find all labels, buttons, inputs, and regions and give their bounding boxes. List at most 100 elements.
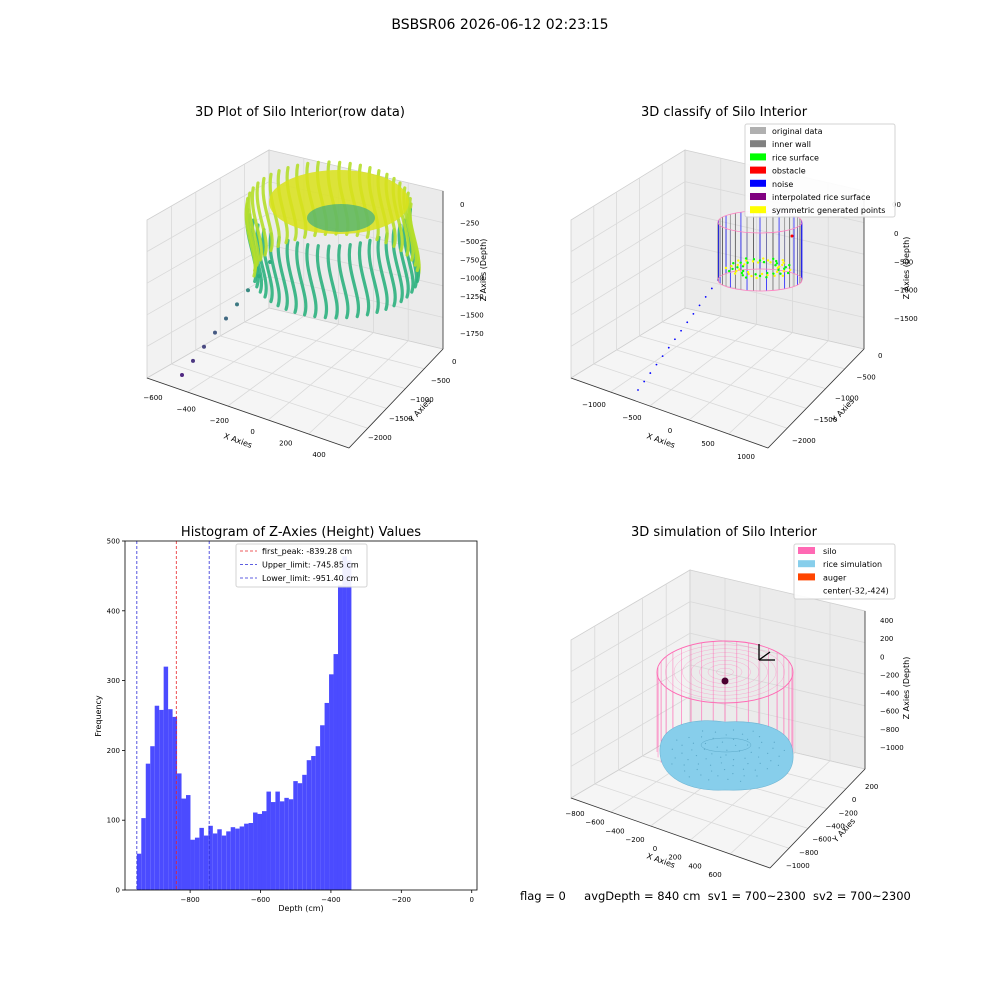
raw-point-loop [397,223,410,299]
rice-mesh-point [695,754,698,757]
histogram-bar [136,853,142,890]
rice-surface-point [750,274,753,278]
histogram-bar [293,781,298,890]
legend-frame [235,543,368,588]
floor-gridline [267,332,374,421]
x-tick-label: 0 [668,427,672,435]
raw-point-loop [261,227,274,304]
y-tick-label: −600 [812,836,831,844]
rice-surface-point [730,264,733,268]
z-tick-label: 0 [880,653,884,661]
rice-surface-point [782,270,785,273]
histogram-bar [297,783,303,890]
silo-top-grid [665,644,785,700]
noise-point [661,355,664,358]
x-tick-label: 400 [688,862,701,870]
wall-gridline [684,276,865,318]
noise-point [667,346,670,349]
wall-gridline [146,276,270,347]
z-tick-label: −750 [460,256,479,264]
histogram-bar [208,825,213,890]
z-tick-label: −600 [880,708,899,716]
floor-gridline [187,315,305,393]
rice-mesh-point [746,744,749,746]
floor-gridline [220,335,406,389]
floor-gridline [639,335,826,389]
z-tick-label: 400 [880,617,893,625]
histogram-bar [154,705,160,890]
floor-gridline [594,783,790,849]
rice-mesh-point [688,736,690,739]
legend-swatch [750,206,766,214]
histogram-legend: first_peak: -839.28 cm Upper_limit: -745.… [235,543,368,588]
raw-point-loop [407,196,421,273]
floor-gridline [610,315,722,393]
legend-swatch [750,166,766,174]
histogram-bar [266,791,271,890]
rice-surface-point [743,263,746,266]
histogram-bar [239,826,245,890]
wall-gridline [689,632,866,675]
legend-swatch [750,193,766,200]
rice-surface-point [766,271,769,275]
silo-bottom-ring [717,268,803,292]
rice-surface-point [760,272,764,276]
rice-surface-point [732,262,735,265]
rice-mesh-point [761,741,763,743]
rice-mesh-point [700,774,702,776]
rice-mesh-point [754,769,756,771]
noise-point [698,304,701,307]
figure-suptitle: BSBSR06 2026-06-12 02:23:15 [391,17,609,33]
raw-point-loop [391,227,404,304]
x-tick-label: 500 [701,440,714,448]
x-tick-label: −1000 [582,401,606,409]
classify-3d-plot: 3D classify of Silo Interior −1000 −500 0 50… [570,105,918,461]
wall-gridline [689,664,866,707]
y-tick-label: −500 [431,377,450,385]
floor-gridline [728,340,829,435]
y-tick-label: −400 [826,823,845,831]
rice-mesh-point [676,739,678,741]
x-tick-label: −800 [565,810,584,818]
x-tick-label: 0 [250,428,254,436]
histogram-bar [221,835,227,890]
z-tick-label: −1750 [460,330,484,338]
silo-top-grid [673,648,777,696]
rice-surface-point [777,265,781,268]
histogram-frame [124,540,478,891]
x-tick-label: 200 [279,440,292,448]
rice-mesh-point [770,760,772,762]
rice-mesh-point [671,748,673,750]
noise-point [643,380,646,383]
rice-mesh-point [700,736,703,738]
histogram-bar [163,666,169,890]
legend-swatch [750,179,766,187]
z-tick-label: −250 [460,219,479,227]
raw-point-loop [337,244,350,320]
raw-point-loop [315,244,329,320]
y-axis-label: Y Axies [830,817,857,845]
rice-mesh-point [683,764,685,766]
y-axis-line [348,348,444,449]
histogram-bar [186,795,191,890]
rice-surface-point [765,276,768,279]
wall-gridline [689,601,866,643]
histogram-bar [329,674,334,890]
z-tick-label: −1500 [460,312,484,320]
z-tick-label: −500 [460,238,479,246]
raw-point-loop [305,242,318,319]
rice-surface-point [727,269,731,273]
rice-mesh-point [691,749,693,751]
silo-top-grid [682,652,768,692]
rice-surface-point [766,259,770,262]
y-axis-line [767,348,865,449]
y-tick-label: −2000 [792,437,816,445]
legend-label: inner wall [772,140,811,149]
rice-mesh-point [757,756,760,758]
histogram-bar [248,822,254,890]
rice-surface-point [744,276,748,279]
legend-swatch [798,547,815,554]
x-axis-line [570,377,769,449]
histogram-bar [177,773,182,890]
